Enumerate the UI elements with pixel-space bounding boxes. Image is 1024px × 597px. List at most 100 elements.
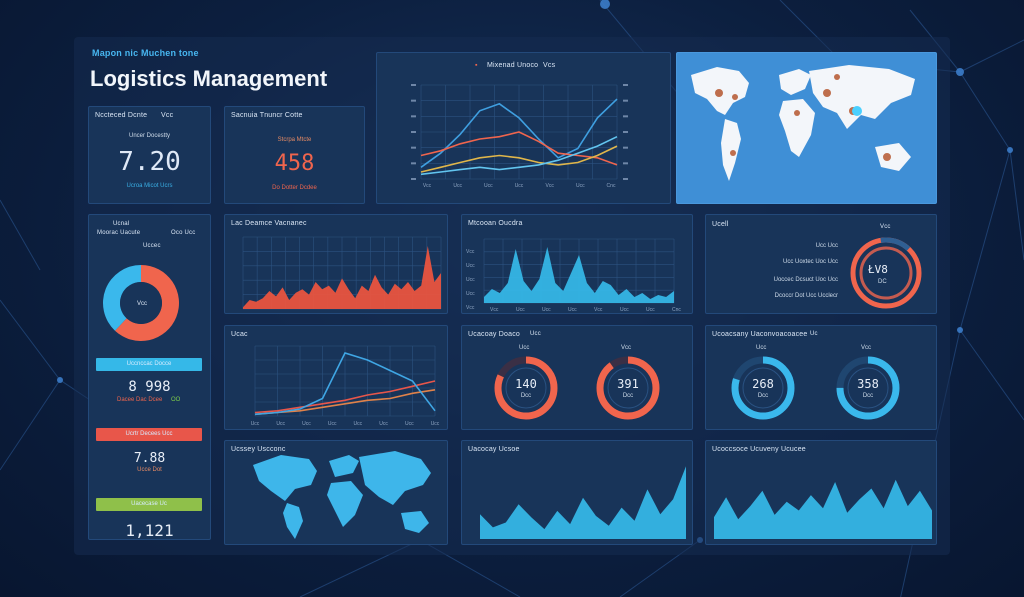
y-tick-mark bbox=[623, 146, 628, 149]
gauge-ring bbox=[494, 356, 558, 420]
line-chart-panel[interactable]: ▪ Mixenad Unoco Vcs Vcc Ucc Ucc Ucc Vcc Ucc Cn… bbox=[376, 52, 671, 204]
y-tick-mark bbox=[623, 115, 628, 118]
kpi-label-2: Vcc bbox=[161, 112, 174, 119]
x-tick-label: Ucc bbox=[431, 421, 440, 427]
blue-area-3-panel[interactable]: Ucoccsoce Ucuveny Ucucee bbox=[705, 440, 937, 545]
metric-bar-3: Uacecase Uc bbox=[96, 498, 202, 511]
blue-area-panel[interactable]: Mtcooan Oucdra Vcc Ucc Ucc Ucc Vcc Vcc Ucc Ucc U… bbox=[461, 214, 693, 314]
kpi-value: 458 bbox=[274, 151, 315, 176]
x-tick-label: Ucc bbox=[516, 307, 525, 313]
metric-caption-2: Ucce Dot bbox=[137, 467, 162, 473]
gauge-fill bbox=[731, 356, 795, 420]
y-tick-mark bbox=[411, 131, 416, 133]
metric-caption-1b: OO bbox=[171, 397, 181, 403]
panel-tag: Uc bbox=[810, 331, 818, 337]
kpi-label: Nccteced Dcnte bbox=[95, 112, 148, 119]
ring-gauge bbox=[850, 237, 922, 309]
gauge-inner bbox=[742, 367, 784, 409]
gauge-ring bbox=[596, 356, 660, 420]
y-tick-mark bbox=[623, 99, 628, 102]
blue-area-chart-3 bbox=[714, 479, 932, 539]
donut-hole bbox=[120, 282, 162, 324]
panel-title: Ucell bbox=[712, 221, 729, 228]
x-tick-label: Ucc bbox=[405, 421, 414, 427]
gauge-ring bbox=[836, 356, 900, 420]
x-tick-label: Ucc bbox=[276, 421, 285, 427]
red-area-chart bbox=[242, 236, 442, 310]
gauge-sub: Dcc bbox=[520, 393, 532, 399]
kpi-caption: Ucroa Micot Ucrs bbox=[126, 183, 173, 189]
blue-area-2-panel[interactable]: Uacocay Ucsoe bbox=[461, 440, 693, 545]
gauge-label: Ucc bbox=[519, 345, 530, 351]
ring-row: Ucc Ucc bbox=[815, 243, 838, 249]
donut-chart bbox=[103, 265, 179, 341]
blue-area-chart-2 bbox=[480, 466, 686, 539]
legend-label: Mixenad Unoco bbox=[487, 62, 539, 69]
x-tick-label: Ucc bbox=[379, 421, 388, 427]
x-tick-label: Vcc bbox=[490, 307, 499, 313]
blue-area bbox=[484, 247, 674, 303]
panel-tag: Ucc bbox=[530, 331, 541, 337]
ring-center-sub: DC bbox=[878, 279, 887, 285]
gauge-value: 358 bbox=[857, 377, 879, 391]
gauge-inner bbox=[847, 367, 889, 409]
x-tick-label: Ucc bbox=[620, 307, 629, 313]
metric-bar-label: Uacecase Uc bbox=[131, 501, 167, 507]
ring-row: Ucc Uoxtec Uoc Ucc bbox=[782, 259, 838, 265]
blue-area-chart: Vcc Ucc Ucc Ucc Vcc Vcc Ucc Ucc Ucc Vcc Ucc Ucc Cnc bbox=[466, 238, 681, 313]
map-small-panel[interactable]: Ucssey Uscconc bbox=[224, 440, 448, 545]
gauge-value: 268 bbox=[752, 377, 774, 391]
panel-title: Ucacoay Doaco bbox=[468, 331, 521, 338]
y-tick-mark bbox=[411, 178, 416, 180]
metric-bar-1: Uccnccac Docce bbox=[96, 358, 202, 371]
gauge-value: 391 bbox=[617, 377, 639, 391]
gauge-label: Vcc bbox=[861, 345, 872, 351]
donut-panel[interactable]: Ucnal Moorac Uacute Oco Ucc Uccec Vcc Uc… bbox=[88, 214, 211, 540]
ring-panel[interactable]: Ucell Vcc Ucc Ucc Ucc Uoxtec Uoc Ucc Uoc… bbox=[705, 214, 937, 314]
x-tick-label: Ucc bbox=[515, 183, 524, 189]
series-line-orange bbox=[420, 131, 618, 166]
x-tick-label: Ucc bbox=[646, 307, 655, 313]
kpi-value: 7.20 bbox=[118, 147, 181, 177]
donut-center-label: Vcc bbox=[137, 301, 148, 307]
x-tick-label: Ucc bbox=[576, 183, 585, 189]
series-line-red bbox=[254, 380, 436, 414]
y-tick-mark bbox=[623, 131, 628, 133]
x-tick-label: Ucc bbox=[568, 307, 577, 313]
page-title: Logistics Management bbox=[90, 66, 328, 91]
red-area-panel[interactable]: Lac Deamce Vacnanec bbox=[224, 214, 448, 314]
red-gauges-panel[interactable]: Ucacoay Doaco Ucc Ucc 140 Dcc Vcc 391 Dcc bbox=[461, 325, 693, 430]
red-area bbox=[243, 246, 441, 309]
panel-title: Ucssey Uscconc bbox=[231, 446, 286, 453]
gauge-label: Vcc bbox=[621, 345, 632, 351]
series-line-blue bbox=[420, 98, 618, 168]
y-tick-mark bbox=[623, 178, 628, 180]
header-subtitle: Mapon nic Muchen tone bbox=[92, 48, 199, 58]
panel-title: Ucoccsoce Ucuveny Ucucee bbox=[712, 446, 806, 453]
x-tick-label: Ucc bbox=[484, 183, 493, 189]
kpi-caption: Do Dotter Dcdee bbox=[272, 185, 317, 191]
kpi-card-1[interactable]: Nccteced Dcnte Vcc Uncer Docestty 7.20 U… bbox=[88, 106, 211, 204]
blue-gauges-panel[interactable]: Ucoacsany Uaconvoacoacee Uc Ucc 268 Dcc Vcc… bbox=[705, 325, 937, 430]
x-tick-label: Ucc bbox=[302, 421, 311, 427]
donut-label-3: Oco Ucc bbox=[171, 230, 196, 236]
kpi-card-2[interactable]: Sacnuia Tnuncr Cotte Stcrpa Mtcte 458 Do… bbox=[224, 106, 365, 204]
ring-center-value: ŁV8 bbox=[868, 263, 888, 276]
y-tick-label: Ucc bbox=[466, 263, 475, 269]
x-tick-label: Ucc bbox=[328, 421, 337, 427]
line-chart-2-panel[interactable]: Ucac Ucc Ucc Ucc Ucc Ucc Ucc Ucc Ucc bbox=[224, 325, 448, 430]
y-tick-label: Vcc bbox=[466, 305, 475, 311]
donut-slice bbox=[103, 265, 141, 331]
y-tick-mark bbox=[623, 162, 628, 165]
metric-value-2: 7.88 bbox=[133, 451, 166, 466]
kpi-label: Sacnuia Tnuncr Cotte bbox=[231, 112, 303, 119]
gauge-label: Ucc bbox=[756, 345, 767, 351]
y-tick-label: Vcc bbox=[466, 249, 475, 255]
gauge-ring bbox=[731, 356, 795, 420]
panel-title: Ucac bbox=[231, 331, 248, 338]
world-map-panel[interactable] bbox=[676, 52, 937, 204]
x-tick-label: Cnc bbox=[672, 307, 681, 313]
y-tick-mark bbox=[411, 146, 416, 149]
line-chart-2: Ucc Ucc Ucc Ucc Ucc Ucc Ucc Ucc bbox=[251, 345, 440, 427]
panel-title: Mtcooan Oucdra bbox=[468, 220, 523, 227]
